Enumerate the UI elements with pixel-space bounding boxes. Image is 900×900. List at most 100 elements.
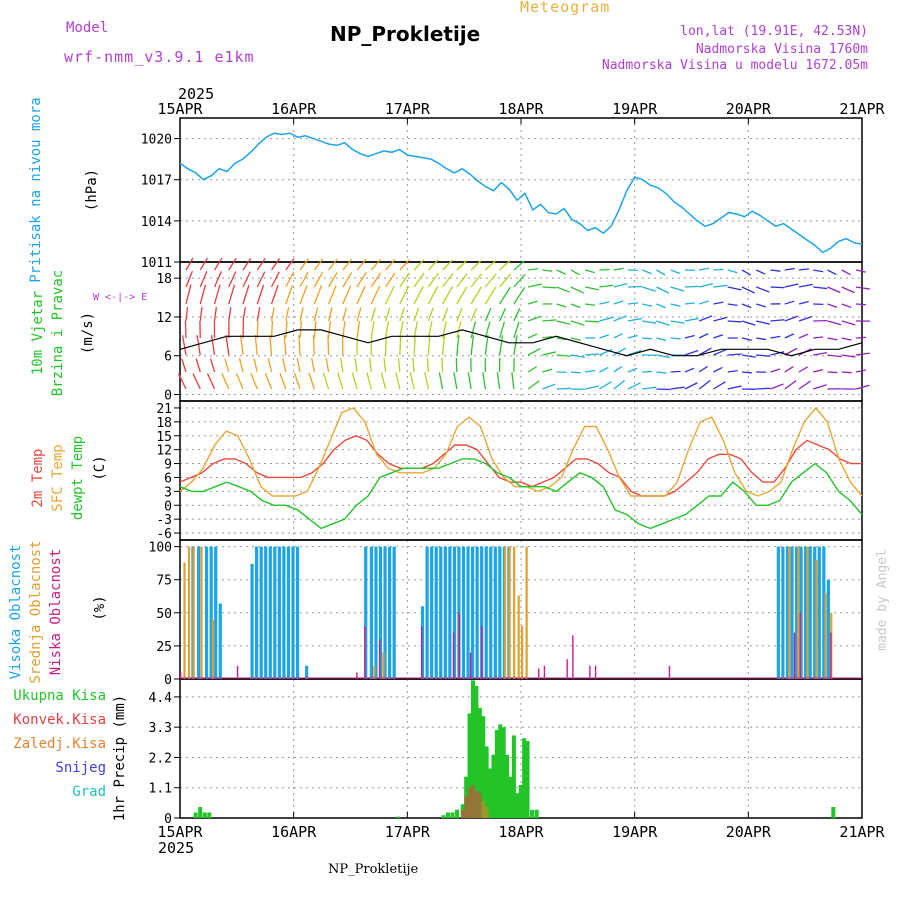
wind-arrow [397,358,401,373]
wind-arrow [342,307,348,322]
precip-bar-convective [464,795,469,818]
x-tick-label-bottom: 16APR [271,823,317,841]
wind-arrow [484,335,489,356]
temp-title-dewpt: dewpt Temp [70,436,86,520]
wind-arrow [340,358,344,373]
precip-bar-total [395,816,400,818]
wind-arrow [642,370,653,373]
cloud-bar-mid [806,546,809,679]
cloud-bar-low [538,668,540,679]
wind-arrow [713,284,728,288]
wind-arrow [656,320,670,326]
wind-arrow [424,372,429,390]
precip-bar-total [494,729,499,818]
wind-arrow [527,333,538,339]
wind-arrow [727,353,742,356]
wind-arrow [641,286,656,292]
wind-arrow [527,380,540,390]
wind-arrow [713,316,728,322]
wind-arrow [498,335,504,356]
precip-bar-total [534,809,539,818]
cloud-bar-high [214,546,218,679]
wind-arrow [528,267,539,271]
wind-arrow [727,269,738,274]
wind-arrow [756,387,771,390]
cloud-bar-high [264,546,268,679]
wind-arrow [755,269,766,275]
y-tick-label: 3.3 [149,721,172,736]
cloud-bar-high [817,546,821,679]
wind-arrow [556,269,566,275]
wind-arrow [228,271,237,288]
precip-legend-0: Ukupna Kisa [13,688,106,704]
wind-arrow [613,315,627,322]
wind-arrow [613,267,624,271]
wind-arrow [185,257,194,271]
wind-arrow [542,269,553,272]
wind-arrow [254,335,258,356]
precip-bar-total [491,754,496,818]
wind-arrow [827,337,838,341]
cloud-bar-mid [824,592,827,679]
y-tick-label: 0 [164,673,172,688]
wind-arrow [285,307,290,322]
wind-arrow [841,337,852,341]
wind-arrow [585,303,596,306]
wind-arrow [670,286,685,292]
wind-arrow [855,336,867,339]
wind-arrow [684,317,699,322]
wind-arrow [698,347,712,356]
wind-arrow [413,334,416,356]
wind-arrow [351,372,358,390]
wind-arrow [513,260,525,271]
elevation-label: Nadmorska Visina 1760m [695,42,868,57]
wind-arrow [409,372,415,390]
wind-arrow [798,380,811,390]
wind-arrow [698,333,709,339]
x-tick-label-bottom: 17APR [385,823,431,841]
y-tick-label: 12 [156,444,172,459]
wind-arrow [698,365,708,373]
wind-arrow [250,372,258,390]
cloud-bar-low [420,626,423,679]
cloud-bar-mid [211,619,215,679]
wind-arrow [713,301,724,305]
wind-arrow [298,334,301,356]
wind-arrow [613,347,627,356]
precip-bar-total [481,716,486,818]
wind-arrow [527,300,538,305]
precip-bar-total [193,812,198,818]
wind-arrow [484,307,492,322]
wind-arrow [441,307,449,322]
wind-arrow [456,273,468,288]
wind-arrow [741,320,756,326]
wind-arrow [253,358,258,373]
precip-bar-total [467,713,472,818]
wind-arrow [813,369,824,373]
wind-arrow [585,320,600,323]
wind-arrow [798,333,809,339]
wind-arrow [642,337,653,340]
cloud-bar-high [808,546,812,679]
y-tick-label: 1011 [141,256,172,271]
wind-arrow [684,367,695,373]
wind-arrow [670,337,681,340]
wind-arrow [741,354,756,358]
wind-arrow [269,335,273,356]
wind-arrow [741,286,755,294]
precip-legend-2: Zaledj.Kisa [13,736,106,752]
cloud-bar-high [286,546,291,679]
wind-arrow [627,334,638,339]
wind-arrow [684,285,699,288]
wind-arrow [282,358,287,373]
wind-arrow [370,258,381,271]
wind-arrow [370,307,376,322]
precip-bar-total [515,793,520,818]
wind-arrow [456,286,468,305]
wind-arrow [813,269,824,273]
wind-arrow [442,259,453,271]
wind-arrow [698,315,713,322]
cloud-bar-high [489,546,493,679]
cloud-bar-high [268,546,272,679]
